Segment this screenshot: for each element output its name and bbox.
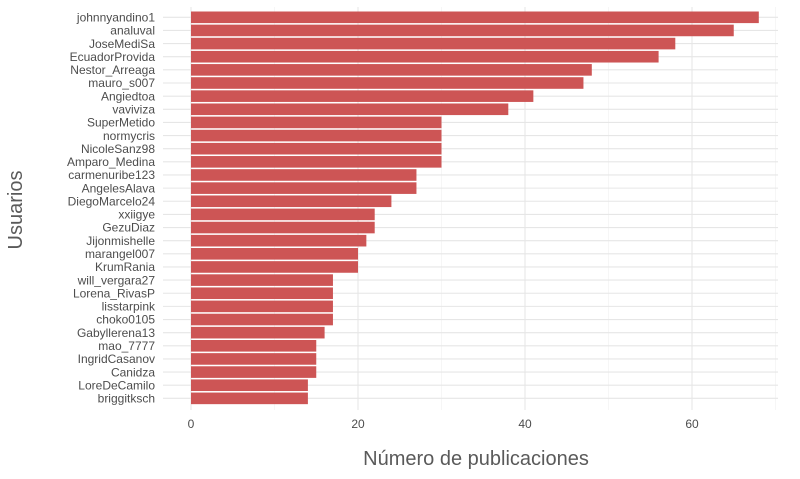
- bars: [191, 11, 759, 405]
- y-tick-label: GezuDiaz: [102, 221, 155, 235]
- y-tick-label: DiegoMarcelo24: [68, 194, 156, 208]
- bar: [191, 50, 659, 63]
- x-tick-labels: 0 20 40 60: [188, 417, 699, 431]
- y-tick-label: NicoleSanz98: [81, 142, 155, 156]
- y-tick-label: JoseMediSa: [89, 37, 155, 51]
- bar: [191, 169, 417, 181]
- bar: [191, 340, 317, 352]
- bar: [191, 392, 308, 405]
- y-tick-label: KrumRania: [95, 260, 155, 274]
- bar: [191, 326, 325, 339]
- bar: [191, 366, 317, 378]
- bar: [191, 24, 734, 37]
- x-axis-title: Número de publicaciones: [363, 448, 589, 470]
- y-axis-title: Usuarios: [5, 171, 27, 250]
- bar: [191, 274, 333, 286]
- bar: [191, 300, 333, 313]
- bar: [191, 353, 317, 365]
- y-tick-label: choko0105: [96, 313, 155, 327]
- y-tick-label: vaviviza: [112, 102, 155, 116]
- bar: [191, 116, 442, 129]
- y-tick-label: Gabyllerena13: [77, 326, 155, 340]
- y-tick-label: Nestor_Arreaga: [70, 63, 155, 77]
- y-tick-label: briggitksch: [98, 392, 155, 406]
- bar: [191, 261, 358, 273]
- y-tick-label: carmenuribe123: [68, 168, 155, 182]
- y-tick-label: mao_7777: [98, 339, 155, 353]
- bar: [191, 182, 417, 194]
- bar: [191, 142, 442, 155]
- y-tick-label: marangel007: [85, 247, 155, 261]
- bar: [191, 156, 442, 168]
- bar: [191, 248, 358, 260]
- y-tick-label: Amparo_Medina: [67, 155, 155, 169]
- x-tick-label: 60: [685, 417, 699, 431]
- y-tick-label: normycris: [103, 129, 155, 143]
- y-tick-label: mauro_s007: [88, 76, 155, 90]
- bar: [191, 208, 375, 221]
- x-tick-label: 20: [351, 417, 365, 431]
- bar: [191, 287, 333, 300]
- y-tick-label: Angiedtoa: [101, 89, 155, 103]
- y-tick-label: Lorena_RivasP: [73, 286, 155, 300]
- y-tick-label: johnnyandino1: [76, 11, 155, 25]
- bar: [191, 313, 333, 326]
- y-tick-label: EcuadorProvida: [70, 50, 156, 64]
- bar: [191, 103, 509, 116]
- bar: [191, 195, 392, 208]
- y-tick-label: Jijonmishelle: [86, 234, 155, 248]
- bar: [191, 234, 367, 247]
- y-tick-label: Canidza: [111, 365, 155, 379]
- y-tick-label: IngridCasanov: [78, 352, 155, 366]
- bar: [191, 37, 676, 50]
- bar: [191, 221, 375, 234]
- y-tick-label: LoreDeCamilo: [78, 378, 155, 392]
- bar: [191, 64, 592, 76]
- bar: [191, 379, 308, 392]
- bar: [191, 77, 584, 89]
- y-tick-label: lisstarpink: [102, 300, 156, 314]
- bar: [191, 11, 759, 24]
- y-tick-label: analuval: [110, 24, 155, 38]
- y-tick-label: will_vergara27: [77, 273, 156, 287]
- y-tick-labels: johnnyandino1analuvalJoseMediSaEcuadorPr…: [67, 11, 156, 406]
- x-tick-label: 0: [188, 417, 195, 431]
- y-tick-label: AngelesAlava: [82, 181, 156, 195]
- x-tick-label: 40: [518, 417, 532, 431]
- y-tick-label: SuperMetido: [87, 116, 155, 130]
- y-tick-label: xxiigye: [118, 208, 155, 222]
- bar: [191, 90, 534, 102]
- bar: [191, 129, 442, 142]
